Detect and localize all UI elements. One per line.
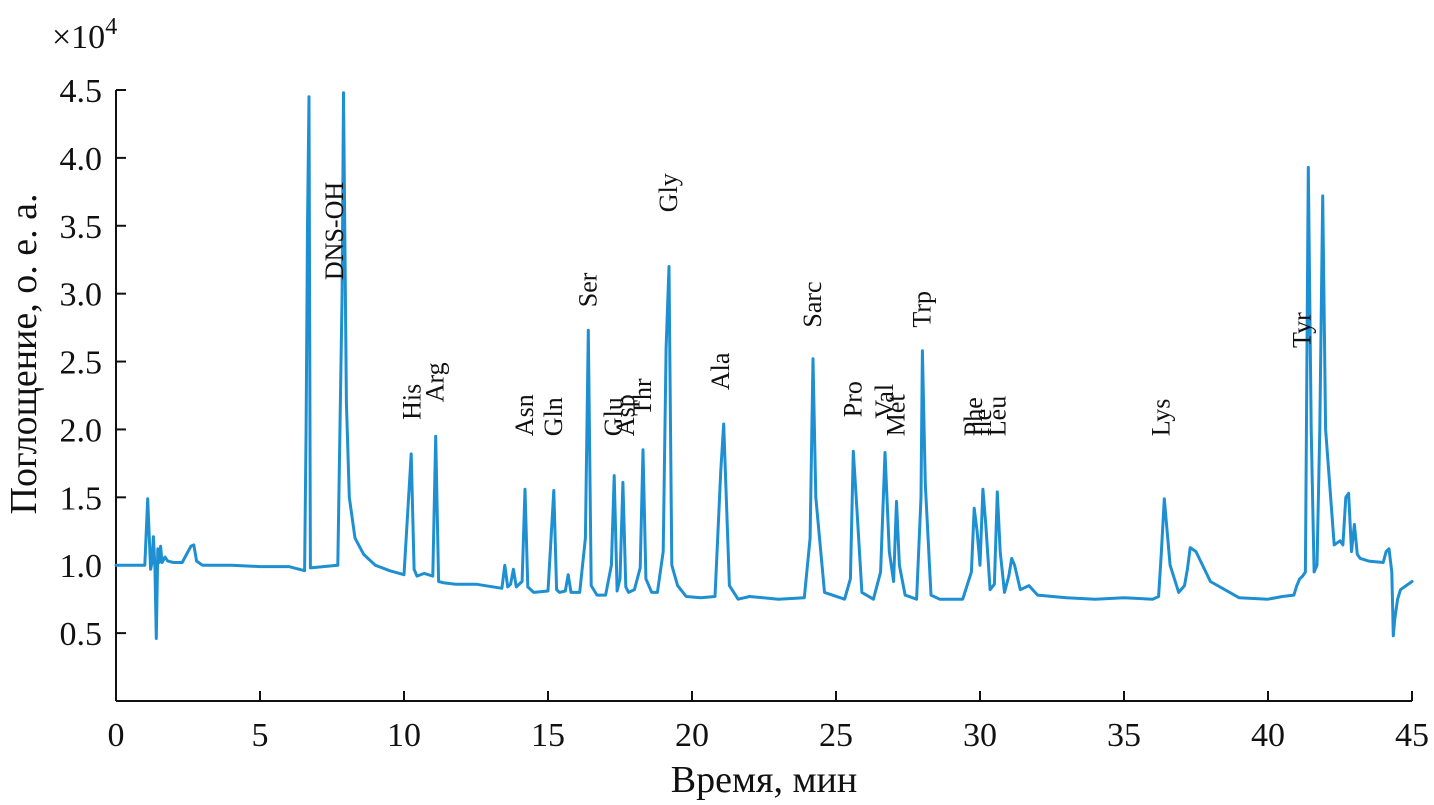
peak-label: Sarc — [798, 281, 827, 327]
x-ticks: 0 5 10 15 20 25 30 35 40 45 — [108, 691, 1429, 754]
peak-label: Ile — [968, 409, 997, 436]
y-ticks: 0.5 1.0 1.5 2.0 2.5 3.0 3.5 4.0 4.5 — [60, 73, 126, 653]
y-multiplier-base: ×10 — [52, 19, 105, 56]
peak-label: Arg — [421, 362, 450, 402]
x-tick-label: 25 — [819, 717, 853, 754]
y-tick-label: 0.5 — [60, 616, 103, 653]
x-tick-label: 30 — [963, 717, 997, 754]
peak-label: Gln — [539, 397, 568, 436]
x-axis-title: Время, мин — [671, 759, 857, 801]
peak-label: Met — [882, 394, 911, 437]
y-tick-label: 2.5 — [60, 345, 103, 382]
y-tick-label: 4.0 — [60, 141, 103, 178]
y-tick-label: 2.0 — [60, 412, 103, 449]
peak-label: Trp — [907, 291, 936, 328]
x-tick-label: 20 — [675, 717, 709, 754]
axes — [115, 90, 1412, 702]
y-tick-label: 3.5 — [60, 209, 103, 246]
peak-label: Pro — [838, 381, 867, 417]
x-tick-label: 15 — [531, 717, 565, 754]
peak-label: Glu — [599, 397, 628, 436]
y-tick-label: 1.0 — [60, 548, 103, 585]
y-multiplier: ×104 — [52, 14, 117, 56]
y-axis-title: Поглощение, о. е. а. — [3, 194, 45, 515]
x-tick-label: 40 — [1251, 717, 1285, 754]
peak-label: Leu — [982, 396, 1011, 436]
y-multiplier-exponent: 4 — [105, 14, 117, 40]
peak-label: Ser — [573, 272, 602, 307]
x-tick-label: 5 — [252, 717, 269, 754]
x-tick-label: 0 — [108, 717, 125, 754]
peak-label: Val — [870, 384, 899, 419]
peak-label: Asn — [510, 394, 539, 436]
peak-label: Thr — [628, 378, 657, 416]
x-tick-label: 45 — [1395, 717, 1429, 754]
peak-label: Asp — [611, 394, 640, 436]
peak-label: DNS-OH — [320, 182, 349, 280]
y-tick-label: 1.5 — [60, 480, 103, 517]
y-tick-label: 4.5 — [60, 73, 103, 110]
peak-label: His — [398, 384, 427, 420]
x-tick-label: 35 — [1107, 717, 1141, 754]
absorbance-trace — [114, 91, 1414, 640]
peak-label: Tyr — [1288, 312, 1317, 348]
peak-label: Ala — [706, 352, 735, 390]
peak-label: Phe — [959, 397, 988, 436]
peak-label: Lys — [1146, 399, 1175, 437]
y-tick-label: 3.0 — [60, 277, 103, 314]
peak-label: Gly — [654, 173, 683, 212]
x-tick-label: 10 — [387, 717, 421, 754]
